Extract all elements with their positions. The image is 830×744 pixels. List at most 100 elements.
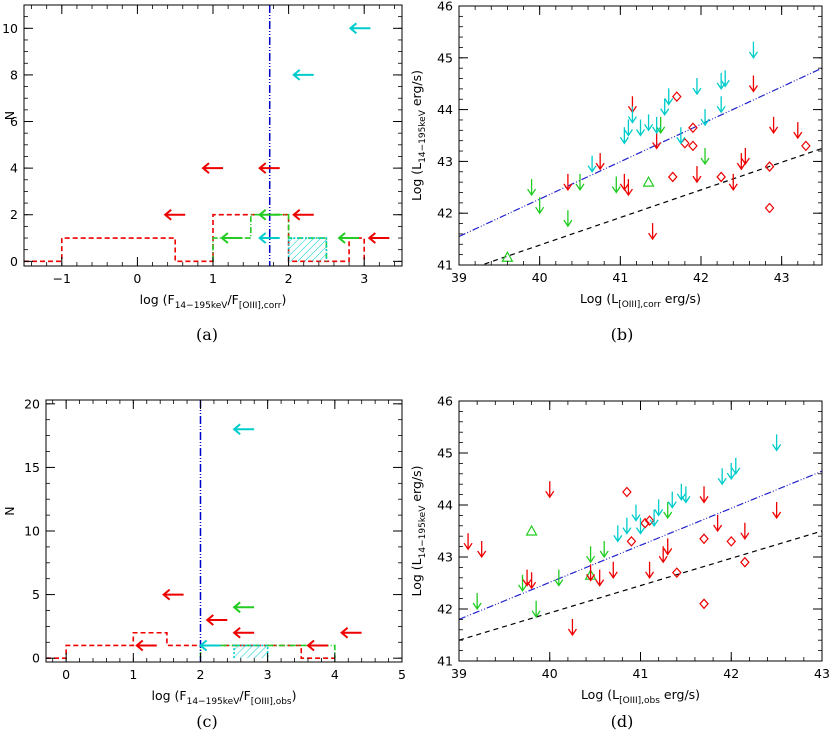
x-tick-label: 0 — [62, 667, 70, 682]
upper-limit-point — [726, 463, 736, 481]
upper-limit-point — [531, 600, 541, 618]
upper-limit-arrow — [258, 232, 280, 244]
upper-limit-point — [692, 78, 702, 96]
upper-limit-point — [656, 116, 666, 135]
diamond-point — [680, 137, 690, 149]
upper-limit-arrow — [163, 208, 186, 221]
axes-frame — [45, 399, 403, 663]
upper-limit-arrow — [258, 162, 280, 174]
diamond-point — [644, 515, 655, 527]
upper-limit-point — [623, 119, 633, 137]
y-tick-label: 15 — [24, 460, 40, 475]
upper-limit-arrow — [258, 208, 280, 221]
upper-limit-point — [645, 561, 655, 579]
x-tick-label: 3 — [360, 271, 368, 286]
upper-limit-point — [648, 223, 658, 241]
upper-limit-arrow — [199, 639, 221, 652]
y-tick-label: 44 — [437, 102, 453, 117]
upper-limit-point — [681, 486, 691, 504]
x-axis-label-part: Log (L — [580, 291, 618, 306]
diamond-point — [626, 535, 637, 547]
upper-limit-point — [644, 114, 654, 132]
x-axis-label-part: ) — [282, 292, 287, 307]
upper-limit-point — [740, 522, 750, 540]
y-tick-label: 45 — [437, 446, 453, 461]
upper-limit-point — [527, 572, 537, 590]
upper-limit-point — [567, 619, 577, 637]
upper-limit-arrow — [201, 162, 223, 174]
y-tick-label: 46 — [437, 394, 453, 409]
upper-limit-point — [563, 210, 573, 228]
upper-limit-point — [477, 541, 487, 559]
upper-limit-point — [554, 569, 564, 587]
upper-limit-point — [623, 179, 633, 197]
x-tick-label: 1 — [129, 667, 137, 682]
upper-limit-point — [660, 98, 670, 116]
y-axis-label-part: 14−195keV — [418, 109, 428, 163]
plot-area — [459, 41, 822, 265]
y-axis-label: N — [2, 506, 17, 515]
upper-limit-point — [649, 509, 659, 527]
histogram-step — [287, 237, 328, 262]
upper-limit-point — [772, 434, 782, 452]
y-tick-label: 43 — [437, 154, 453, 169]
y-axis-label-part: erg/s) — [409, 70, 424, 110]
y-tick-label: 0 — [32, 651, 40, 666]
upper-limit-point — [635, 517, 646, 535]
upper-limit-arrow — [340, 626, 362, 639]
diamond-point — [688, 140, 698, 152]
x-axis-label-part: 14−195keV — [187, 697, 241, 707]
x-axis-label: log (F14−195keV/F[OIII],obs) — [151, 688, 296, 707]
y-tick-label: 4 — [10, 161, 18, 176]
y-axis-label: Log (L14−195keV erg/s) — [409, 70, 428, 201]
axes-frame — [23, 4, 403, 267]
upper-limit-arrow — [337, 232, 360, 244]
upper-limit-point — [472, 593, 482, 611]
plot-area — [459, 434, 822, 641]
upper-limit-point — [652, 132, 662, 150]
x-tick-label: 41 — [633, 666, 649, 681]
diamond-point — [688, 122, 698, 134]
x-axis-label-part: /F — [239, 688, 250, 703]
upper-limit-point — [769, 116, 779, 135]
x-axis-label-part: log (F — [151, 688, 186, 703]
y-tick-label: 6 — [10, 114, 18, 129]
upper-limit-point — [658, 546, 668, 564]
x-axis-label: Log (L[OIII],corr erg/s) — [580, 291, 701, 310]
upper-limit-arrow — [292, 208, 314, 221]
y-axis-label: N — [2, 111, 17, 120]
upper-limit-arrow — [232, 601, 255, 614]
diamond-point — [699, 598, 709, 610]
upper-limit-point — [635, 119, 646, 137]
diamond-point — [671, 567, 682, 579]
x-axis-label-part: /F — [227, 292, 238, 307]
diamond-point — [622, 486, 632, 498]
axes-frame — [458, 5, 823, 266]
y-tick-label: 10 — [24, 524, 40, 539]
upper-limit-point — [713, 515, 723, 533]
upper-limit-point — [586, 564, 596, 582]
x-tick-label: 40 — [542, 666, 558, 681]
panel-a: −1 0 1 2 3 0 2 4 6 8 10 log (F14−195keV/F[OIII],cor… — [2, 4, 403, 344]
upper-limit-point — [611, 176, 621, 194]
upper-limit-point — [587, 155, 597, 173]
upper-limit-arrow — [348, 22, 371, 35]
upper-limit-arrow — [232, 423, 255, 436]
y-tick-label: 44 — [437, 498, 453, 513]
upper-limit-point — [692, 166, 702, 184]
y-tick-label: 20 — [24, 396, 40, 411]
upper-limit-point — [728, 173, 738, 192]
upper-limit-point — [736, 153, 746, 171]
x-tick-label: 42 — [723, 666, 739, 681]
upper-limit-point — [463, 533, 473, 551]
upper-limit-point — [631, 504, 641, 522]
fit-line — [459, 470, 822, 620]
x-tick-label: 40 — [532, 270, 548, 285]
y-tick-label: 5 — [32, 587, 40, 602]
y-tick-label: 42 — [437, 206, 453, 221]
y-tick-label: 43 — [437, 550, 453, 565]
panel-label: (c) — [196, 712, 217, 731]
upper-limit-point — [793, 122, 803, 140]
upper-limit-arrow — [220, 232, 242, 244]
